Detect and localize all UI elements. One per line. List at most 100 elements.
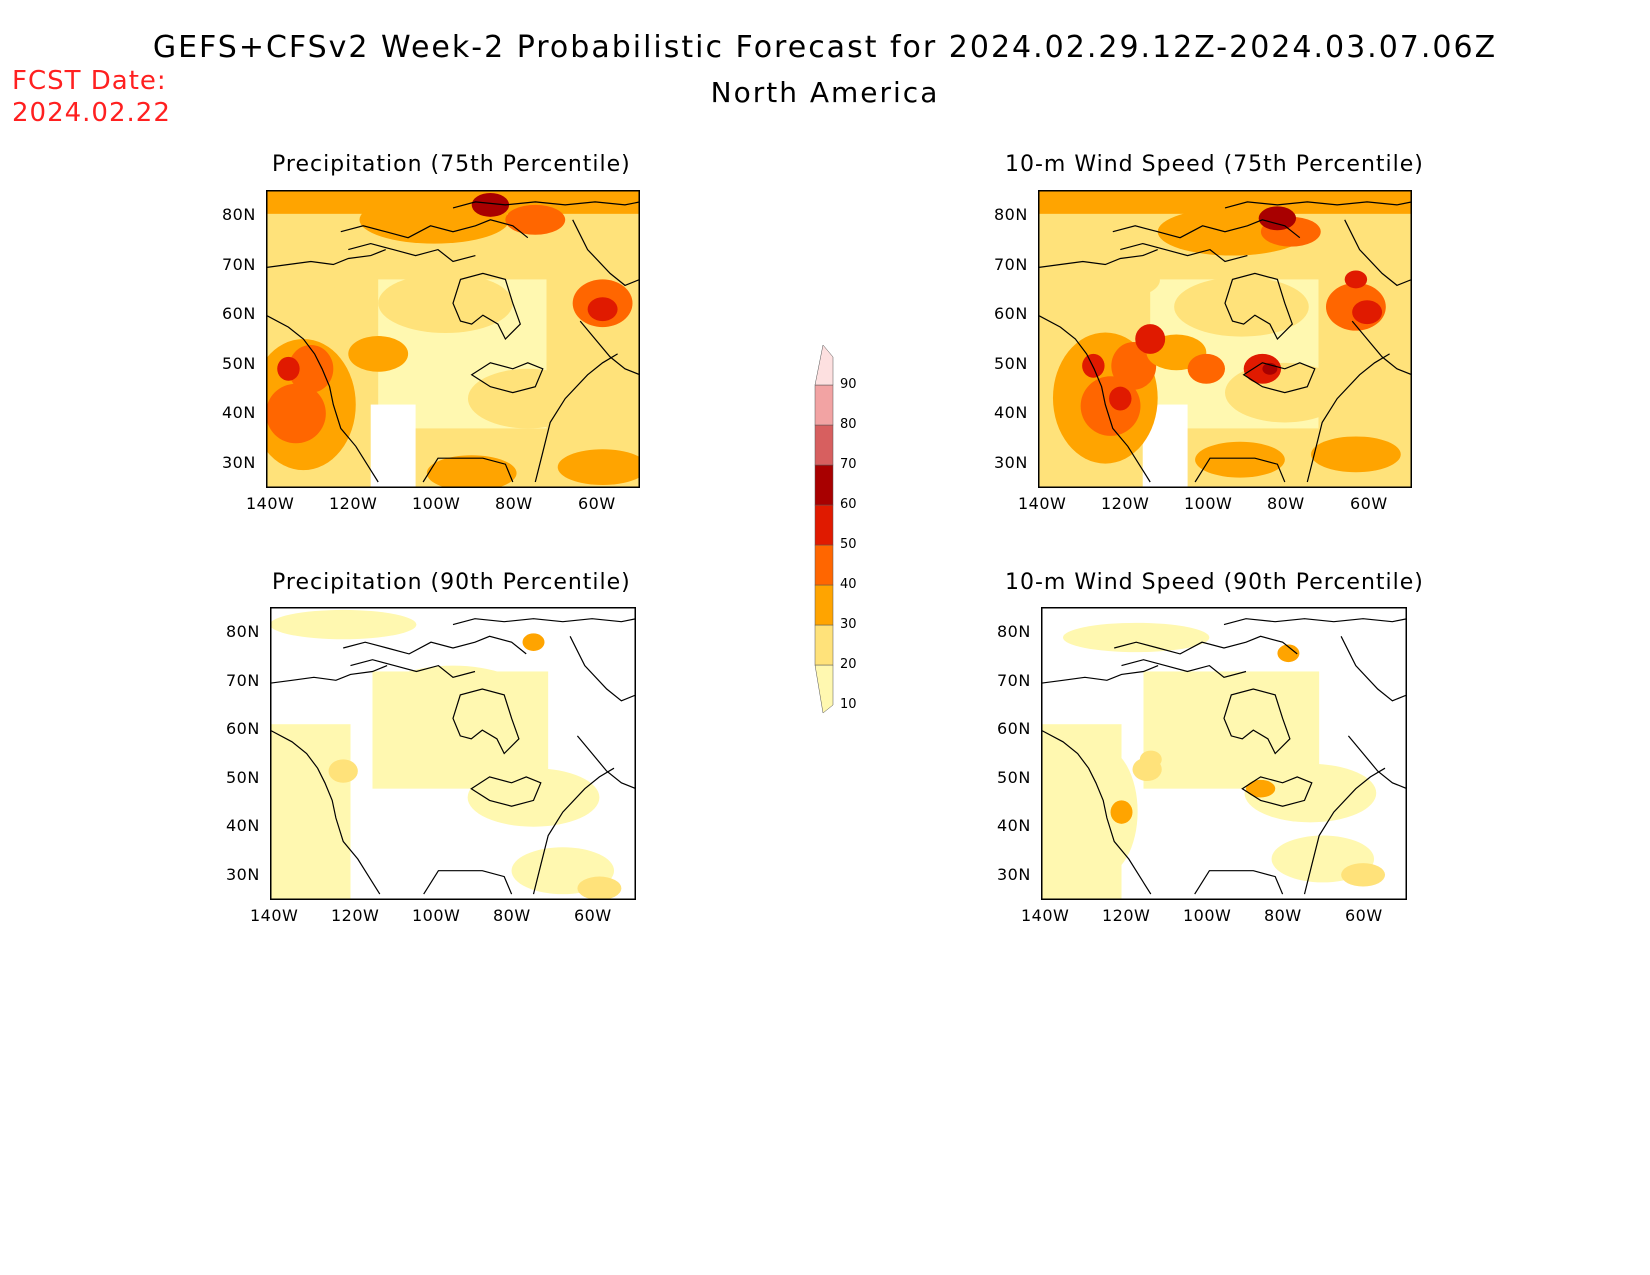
contour-fill [348,336,409,372]
lon-tick-label: 80W [1264,906,1302,925]
contour-fill [277,356,300,381]
lon-tick-label: 80W [1267,494,1305,513]
contour-fill [1243,353,1282,384]
coastline [1223,688,1291,755]
lat-tick-label: 30N [994,453,1028,472]
contour-fill [1174,277,1309,337]
contour-fill [270,609,417,640]
contour-fill [1082,353,1105,378]
lat-tick-label: 70N [226,670,260,690]
colorbar-segment [814,504,834,546]
coastline [1194,457,1286,483]
coastline [1120,242,1248,263]
coastline [452,272,521,341]
coastline [269,665,388,684]
contour-fill [1085,262,1160,298]
top-band [1038,190,1412,214]
contour-fill [1064,747,1138,876]
lat-tick-label: 80N [222,205,256,224]
coastline [1040,665,1159,684]
map-panel-wind90 [1040,607,1408,900]
coastline [1040,729,1152,895]
contour-fill [1311,436,1401,473]
lon-tick-label: 100W [412,494,461,513]
colorbar-tick-label: 20 [840,657,857,672]
contour-fill [1258,206,1297,231]
coastline [470,362,544,394]
lon-tick-label: 100W [1184,494,1233,513]
coastline [1241,776,1313,807]
lat-tick-label: 40N [997,816,1031,836]
lat-tick-label: 40N [994,403,1028,423]
coastline [265,314,379,483]
colorbar-tick-label: 60 [840,497,857,512]
lat-tick-label: 50N [226,767,260,787]
contour-fill [262,753,336,883]
coastline [452,201,641,209]
map-panel-wind75 [1037,190,1413,488]
lat-tick-label: 30N [997,865,1031,884]
contour-fill [1139,750,1162,769]
colorbar-segment [814,384,834,426]
coastline [1224,272,1293,341]
lon-tick-label: 140W [250,906,299,925]
lat-tick-label: 40N [222,403,256,423]
panel-title-precip90: Precipitation (90th Percentile) [272,570,631,595]
map-panel-precip75 [251,190,648,491]
contour-fill [1352,300,1383,325]
colorbar-tick-label: 30 [840,617,857,632]
colorbar-segment [814,464,834,506]
coastline [1114,635,1298,655]
lat-tick-label: 30N [226,865,260,884]
map-panel-precip90 [262,607,637,900]
map-frame [1038,190,1412,488]
colorbar-tick-label: 90 [840,377,857,392]
lat-tick-label: 60N [997,719,1031,739]
map-frame [270,607,636,900]
contour-fill [1110,800,1133,824]
contour-fill [471,192,510,217]
lon-tick-label: 120W [329,494,378,513]
coastline [579,320,641,376]
lon-tick-label: 120W [331,906,380,925]
coastline [569,636,637,702]
contour-fill [359,195,510,244]
contour-fill [378,273,513,334]
contour-fill [577,876,622,900]
colorbar-tick-label: 10 [840,697,857,712]
coastline [265,249,386,269]
panel-title-wind90: 10-m Wind Speed (90th Percentile) [1005,570,1424,595]
panel-title-wind75: 10-m Wind Speed (75th Percentile) [1005,152,1424,177]
coastline [348,242,476,263]
coastline [532,767,615,895]
contour-fill [379,665,527,725]
lat-tick-label: 60N [994,304,1028,324]
coastline [1121,659,1247,678]
contour-fill [587,297,618,322]
lat-tick-label: 50N [222,353,256,373]
coastline [1242,362,1316,394]
lon-tick-label: 140W [1018,494,1067,513]
lat-tick-label: 80N [997,622,1031,641]
contour-fill [467,368,588,429]
contour-fill [328,759,358,783]
colorbar-tick-label: 40 [840,577,857,592]
fcst-date-value: 2024.02.22 [12,98,171,128]
coastline [1037,314,1151,483]
lon-tick-label: 100W [1183,906,1232,925]
colorbar-segment [814,424,834,466]
contour-fill [1244,763,1377,823]
coastline [1351,320,1413,376]
lon-tick-label: 100W [412,906,461,925]
figure-subtitle: North America [710,76,940,109]
fcst-date-label: FCST Date: [12,66,167,96]
lon-tick-label: 120W [1102,906,1151,925]
lat-tick-label: 60N [222,304,256,324]
lat-tick-label: 40N [226,816,260,836]
figure-title: GEFS+CFSv2 Week-2 Probabilistic Forecast… [152,30,1498,65]
lat-tick-label: 70N [222,254,256,274]
contour-fill [288,344,334,393]
coastline [452,618,637,626]
colorbar-tick-label: 70 [840,457,857,472]
coastline [1112,219,1301,239]
